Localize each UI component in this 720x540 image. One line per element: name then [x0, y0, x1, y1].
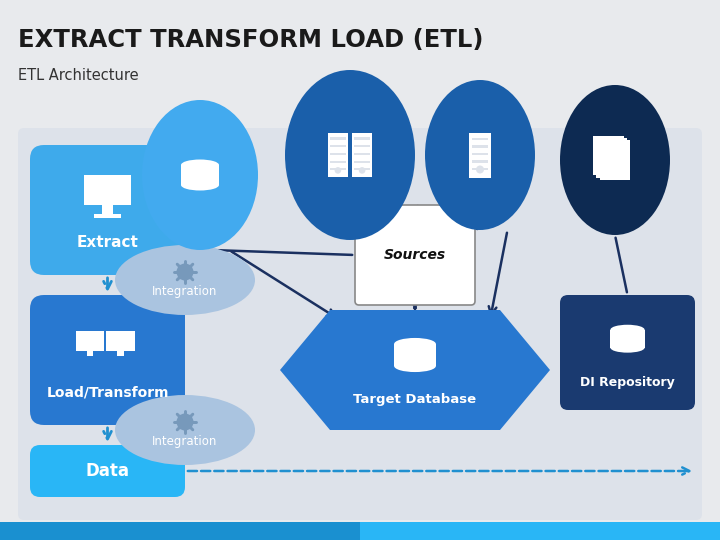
Text: ETL Architecture: ETL Architecture: [18, 68, 139, 83]
Bar: [181, 175, 219, 185]
Ellipse shape: [394, 360, 436, 372]
FancyBboxPatch shape: [30, 445, 185, 497]
Bar: [354, 160, 370, 163]
Bar: [611, 330, 644, 339]
Circle shape: [359, 167, 366, 174]
Polygon shape: [280, 310, 550, 430]
Text: Sources: Sources: [384, 248, 446, 262]
Circle shape: [176, 264, 194, 280]
Bar: [600, 140, 631, 180]
Bar: [330, 160, 346, 163]
Bar: [107, 331, 135, 351]
Bar: [354, 168, 370, 171]
Bar: [94, 214, 121, 218]
Ellipse shape: [425, 80, 535, 230]
Ellipse shape: [115, 395, 255, 465]
Circle shape: [476, 165, 484, 173]
Ellipse shape: [115, 245, 255, 315]
Bar: [596, 138, 627, 178]
Circle shape: [598, 163, 614, 179]
Ellipse shape: [181, 179, 219, 191]
FancyBboxPatch shape: [560, 295, 695, 410]
Bar: [354, 153, 370, 155]
Bar: [611, 339, 644, 348]
Bar: [472, 145, 488, 147]
FancyBboxPatch shape: [30, 295, 185, 425]
Bar: [472, 167, 488, 170]
Ellipse shape: [181, 170, 219, 180]
Ellipse shape: [142, 100, 258, 250]
Text: Integration: Integration: [153, 286, 217, 299]
Bar: [330, 137, 346, 140]
Bar: [330, 168, 346, 171]
Bar: [354, 145, 370, 147]
Bar: [593, 136, 624, 176]
FancyBboxPatch shape: [30, 145, 185, 275]
FancyBboxPatch shape: [355, 205, 475, 305]
Bar: [330, 153, 346, 155]
Ellipse shape: [560, 85, 670, 235]
Bar: [76, 331, 104, 351]
Text: Target Database: Target Database: [354, 394, 477, 407]
Ellipse shape: [611, 325, 644, 335]
Bar: [394, 344, 436, 355]
Ellipse shape: [611, 343, 644, 353]
Bar: [328, 133, 348, 177]
Ellipse shape: [181, 159, 219, 171]
Bar: [472, 138, 488, 140]
Circle shape: [335, 167, 341, 174]
Bar: [330, 145, 346, 147]
Text: Data: Data: [86, 462, 130, 480]
Text: Load/Transform: Load/Transform: [46, 386, 168, 400]
Bar: [472, 160, 488, 163]
Ellipse shape: [394, 349, 436, 361]
Ellipse shape: [611, 334, 644, 343]
Bar: [469, 132, 491, 178]
Ellipse shape: [285, 70, 415, 240]
Bar: [354, 137, 370, 140]
Bar: [181, 165, 219, 175]
Bar: [0, 522, 360, 540]
FancyBboxPatch shape: [18, 128, 702, 520]
Text: Integration: Integration: [153, 435, 217, 449]
Text: EXTRACT TRANSFORM LOAD (ETL): EXTRACT TRANSFORM LOAD (ETL): [18, 28, 484, 52]
Circle shape: [176, 414, 194, 430]
Bar: [394, 355, 436, 366]
Text: Extract: Extract: [76, 235, 138, 250]
Text: DI Repository: DI Repository: [580, 376, 675, 389]
Bar: [0, 522, 720, 540]
Bar: [352, 133, 372, 177]
Bar: [102, 205, 113, 214]
Bar: [472, 152, 488, 155]
Ellipse shape: [394, 338, 436, 350]
Bar: [84, 174, 130, 205]
Bar: [86, 351, 93, 356]
Bar: [117, 351, 124, 356]
